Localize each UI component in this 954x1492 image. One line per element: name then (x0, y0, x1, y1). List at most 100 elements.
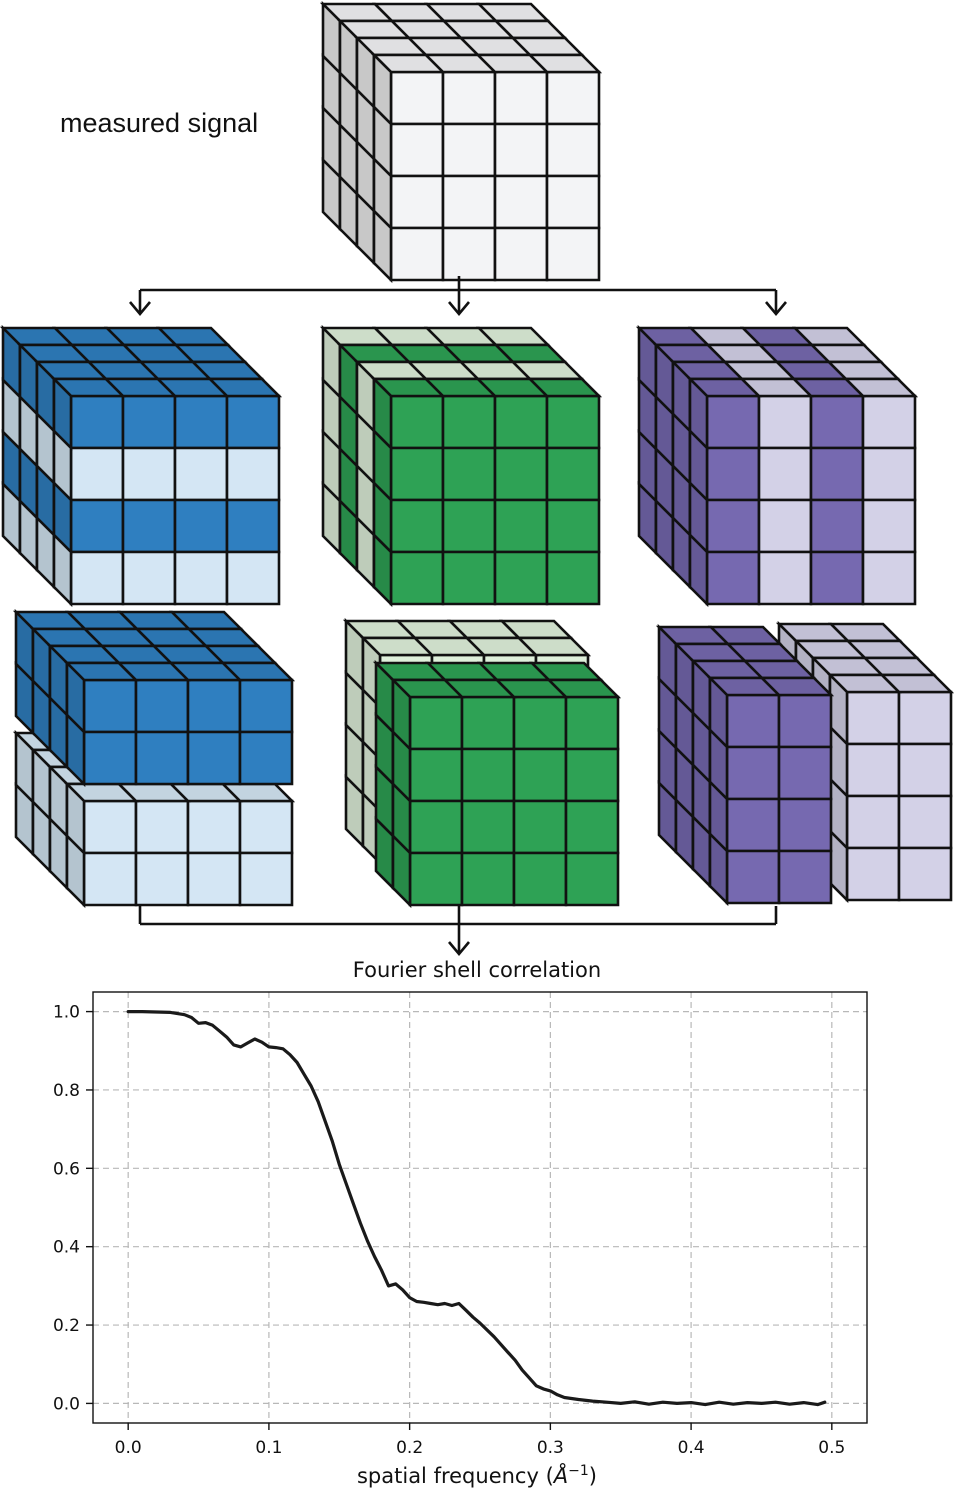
blue-split-cube-face-cell (121, 498, 177, 554)
blue-split-cube-face-cell (173, 394, 229, 450)
green-half-light-top-cell (515, 636, 592, 657)
green-half-dark-face-cell (408, 799, 464, 855)
purple-half-dark-face-cell (725, 693, 781, 749)
purple-split-cube-face-cell (705, 446, 761, 502)
measured-signal-cube-face-cell (389, 226, 445, 282)
green-half-dark-face-cell (460, 851, 516, 907)
purple-split-cube-face-cell (757, 498, 813, 554)
purple-split-cube-face-cell (861, 498, 917, 554)
green-half-dark-face-cell (564, 799, 620, 855)
purple-half-dark-face-cell (777, 797, 833, 853)
blue-split-cube-face-cell (225, 498, 281, 554)
purple-half-dark-face-cell (725, 797, 781, 853)
measured-signal-cube-face-cell (493, 122, 549, 178)
green-half-dark-face-cell (512, 851, 568, 907)
green-split-cube-face-cell (441, 498, 497, 554)
purple-half-dark (655, 623, 835, 907)
green-half-dark (372, 659, 622, 909)
measured-signal-cube-face-cell (493, 226, 549, 282)
purple-half-light-face-cell (845, 742, 901, 798)
blue-split-cube-side-cell (52, 531, 73, 608)
blue-split-cube-face-cell (173, 446, 229, 502)
x-tick-label: 0.5 (818, 1438, 845, 1458)
purple-split-cube-face-cell (809, 446, 865, 502)
green-split-cube (319, 324, 603, 608)
blue-half-light-face-cell (238, 799, 294, 855)
green-half-dark-face-cell (512, 799, 568, 855)
green-split-cube-face-cell (493, 394, 549, 450)
purple-half-light-face-cell (897, 690, 953, 746)
blue-half-dark (12, 608, 296, 788)
cube-diagram (0, 0, 954, 909)
green-half-dark-face-cell (512, 695, 568, 751)
blue-half-light-face-cell (134, 799, 190, 855)
measured-signal-cube-face-cell (545, 226, 601, 282)
y-tick-label: 0.6 (53, 1159, 80, 1179)
blue-split-cube-face-cell (225, 550, 281, 606)
blue-split-cube-top-cell (206, 377, 283, 398)
blue-half-light-face-cell (186, 799, 242, 855)
x-axis-label-close: ) (588, 1464, 597, 1488)
y-tick-label: 0.0 (53, 1394, 80, 1414)
purple-split-cube (635, 324, 919, 608)
measured-signal-cube-face-cell (545, 70, 601, 126)
blue-half-dark-side-cell (65, 711, 86, 788)
fsc-curve (126, 1009, 827, 1407)
measured-signal-cube-face-cell (389, 70, 445, 126)
blue-half-dark-face-cell (186, 730, 242, 786)
measured-signal-cube-top-cell (526, 53, 603, 74)
purple-half-light-face-cell (897, 742, 953, 798)
blue-split-cube (0, 324, 283, 608)
blue-half-dark-face-cell (82, 678, 138, 734)
measured-signal-cube-face-cell (545, 174, 601, 230)
green-split-cube-face-cell (493, 446, 549, 502)
x-tick-label: 0.0 (115, 1438, 142, 1458)
green-split-cube-top-cell (526, 377, 603, 398)
measured-signal-cube-face-cell (441, 226, 497, 282)
purple-half-dark-face-cell (777, 849, 833, 905)
green-half-dark-top-cell (545, 678, 622, 699)
measured-signal-cube-face-cell (389, 174, 445, 230)
blue-half-dark-face-cell (82, 730, 138, 786)
measured-signal-cube-face-cell (389, 122, 445, 178)
x-tick-label: 0.4 (678, 1438, 705, 1458)
purple-half-light-face-cell (845, 794, 901, 850)
purple-split-cube-face-cell (861, 394, 917, 450)
blue-split-cube-face-cell (121, 550, 177, 606)
fsc-plot: 0.0 0.1 0.2 0.3 0.4 0.5 0.0 0.2 0.4 0.6 0.8 1.0 (53, 991, 868, 1458)
green-half-dark-face-cell (512, 747, 568, 803)
blue-half-light-side-cell (65, 832, 86, 909)
x-axis-label-main: spatial frequency ( (356, 1464, 554, 1488)
blue-split-cube-face-cell (225, 394, 281, 450)
green-half-dark-face-cell (564, 747, 620, 803)
fsc-title: Fourier shell correlation (352, 958, 602, 982)
blue-half-light-face-cell (82, 799, 138, 855)
plot-frame (92, 991, 868, 1424)
measured-signal-cube-side-cell (372, 207, 393, 284)
purple-split-cube-face-cell (705, 550, 761, 606)
blue-split-cube-face-cell (173, 550, 229, 606)
green-half-dark-face-cell (460, 695, 516, 751)
green-half-dark-face-cell (564, 851, 620, 907)
purple-split-cube-face-cell (705, 394, 761, 450)
blue-split-cube-face-cell (69, 394, 125, 450)
x-tick-label: 0.3 (537, 1438, 564, 1458)
purple-half-dark-face-cell (725, 745, 781, 801)
measured-signal-cube (319, 0, 603, 284)
measured-signal-cube-face-cell (441, 174, 497, 230)
green-split-cube-face-cell (493, 550, 549, 606)
x-tick-label: 0.2 (396, 1438, 423, 1458)
purple-split-cube-side-cell (688, 531, 709, 608)
blue-split-cube-face-cell (69, 498, 125, 554)
blue-split-cube-face-cell (69, 550, 125, 606)
purple-split-cube-face-cell (757, 550, 813, 606)
green-split-cube-face-cell (389, 498, 445, 554)
blue-half-dark-face-cell (238, 730, 294, 786)
green-half-dark-side-cell (391, 832, 412, 909)
blue-split-cube-face-cell (173, 498, 229, 554)
purple-split-cube-face-cell (757, 394, 813, 450)
split-arrowhead-1 (448, 301, 470, 317)
green-half-dark-face-cell (408, 695, 464, 751)
x-axis-label-exponent: −1 (568, 1463, 589, 1479)
blue-half-dark-face-cell (134, 678, 190, 734)
